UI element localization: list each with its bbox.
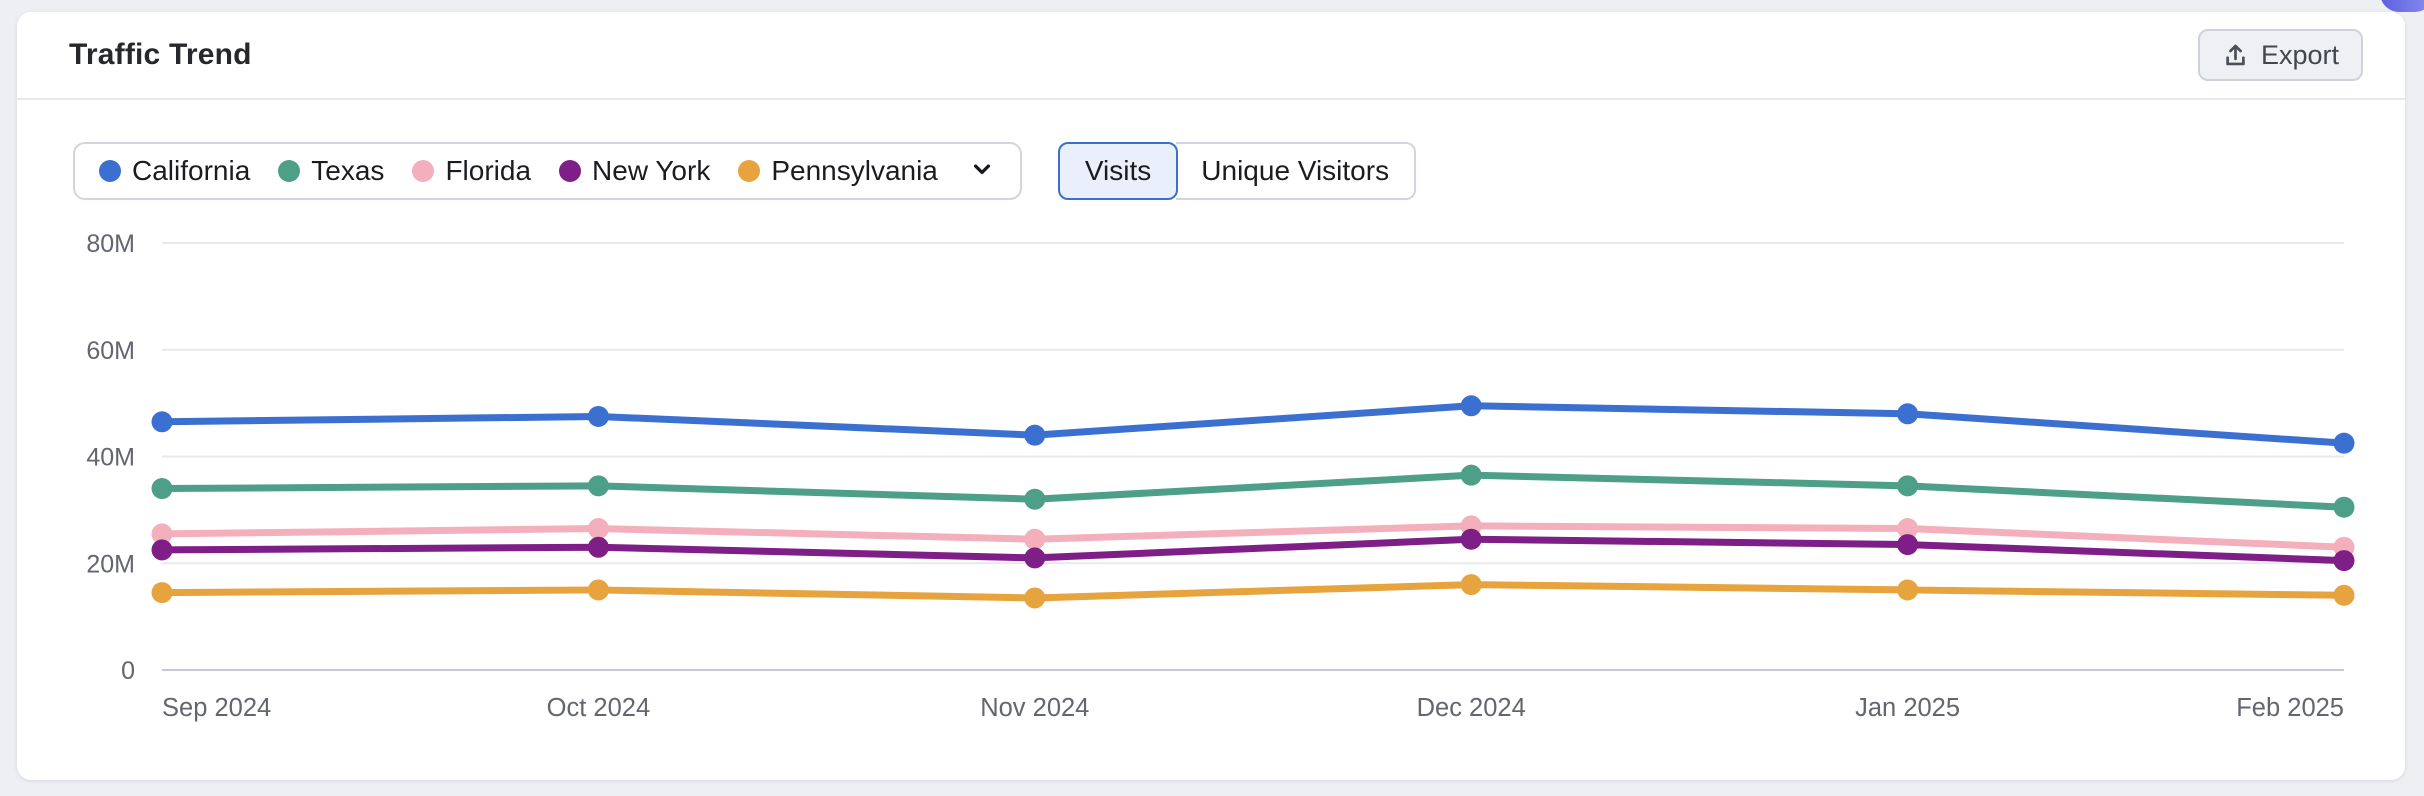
- legend-item-pennsylvania[interactable]: Pennsylvania: [738, 155, 938, 187]
- legend-expand-button[interactable]: [968, 155, 996, 188]
- data-point-california[interactable]: [2333, 432, 2355, 454]
- data-point-new-york[interactable]: [1897, 534, 1919, 556]
- legend-item-label: California: [132, 155, 251, 186]
- data-point-pennsylvania[interactable]: [587, 579, 609, 601]
- data-point-pennsylvania[interactable]: [1897, 579, 1919, 601]
- chevron-down-icon: [968, 155, 996, 188]
- data-point-florida[interactable]: [1897, 518, 1919, 540]
- y-tick-label: 80M: [86, 230, 135, 258]
- legend-item-label: New York: [592, 155, 711, 186]
- data-point-new-york[interactable]: [1024, 547, 1046, 569]
- data-point-new-york[interactable]: [2333, 550, 2355, 572]
- y-tick-label: 60M: [86, 337, 135, 365]
- data-point-california[interactable]: [151, 411, 173, 433]
- x-axis-label: Dec 2024: [1417, 694, 1526, 722]
- upload-icon: [2222, 42, 2249, 69]
- texas-dot: [278, 160, 301, 182]
- tab-visits[interactable]: Visits: [1057, 142, 1179, 200]
- x-axis-label: Sep 2024: [162, 694, 271, 722]
- series-line-pennsylvania: [158, 581, 2348, 602]
- data-point-texas[interactable]: [1460, 464, 1482, 486]
- data-point-florida[interactable]: [151, 523, 173, 545]
- legend-item-florida[interactable]: Florida: [412, 155, 531, 187]
- series-legend: California Texas Florida New York Pennsy…: [73, 142, 1022, 200]
- data-point-pennsylvania[interactable]: [1024, 587, 1046, 609]
- legend-item-label: Pennsylvania: [771, 155, 938, 186]
- data-point-florida[interactable]: [1024, 528, 1046, 550]
- card-header: Traffic Trend Export: [17, 12, 2405, 100]
- chart-controls: California Texas Florida New York Pennsy…: [73, 142, 2365, 200]
- legend-item-texas[interactable]: Texas: [278, 155, 384, 187]
- data-point-pennsylvania[interactable]: [1460, 574, 1482, 596]
- data-point-texas[interactable]: [1897, 475, 1919, 497]
- florida-dot: [412, 160, 435, 182]
- data-point-florida[interactable]: [587, 518, 609, 540]
- data-point-new-york[interactable]: [1460, 528, 1482, 550]
- x-axis-label: Nov 2024: [980, 694, 1089, 722]
- export-button[interactable]: Export: [2197, 29, 2363, 81]
- y-tick-label: 40M: [86, 444, 135, 472]
- x-axis-label: Jan 2025: [1855, 694, 1960, 722]
- traffic-trend-card: Traffic Trend Export California Texas: [17, 12, 2405, 780]
- data-point-california[interactable]: [1460, 395, 1482, 417]
- data-point-new-york[interactable]: [151, 539, 173, 561]
- series-line-new-york: [158, 535, 2348, 565]
- metric-toggle: Visits Unique Visitors: [1057, 142, 1417, 200]
- floating-widget[interactable]: [2380, 0, 2424, 12]
- series-line-california: [158, 402, 2348, 447]
- y-tick-label: 0: [121, 657, 135, 685]
- data-point-texas[interactable]: [2333, 496, 2355, 518]
- data-point-pennsylvania[interactable]: [151, 582, 173, 604]
- y-tick-label: 20M: [86, 550, 135, 578]
- data-point-texas[interactable]: [1024, 488, 1046, 510]
- x-axis-label: Oct 2024: [547, 694, 650, 722]
- california-dot: [99, 160, 121, 182]
- data-point-texas[interactable]: [587, 475, 609, 497]
- data-point-california[interactable]: [587, 405, 609, 427]
- data-point-california[interactable]: [1897, 403, 1919, 425]
- legend-item-california[interactable]: California: [99, 155, 250, 187]
- data-point-california[interactable]: [1024, 424, 1046, 446]
- data-point-pennsylvania[interactable]: [2333, 584, 2355, 606]
- x-axis-label: Feb 2025: [2236, 694, 2344, 722]
- tab-unique-visitors[interactable]: Unique Visitors: [1176, 142, 1417, 200]
- export-button-label: Export: [2260, 39, 2339, 70]
- legend-item-label: Texas: [311, 155, 385, 186]
- pennsylvania-dot: [738, 160, 761, 182]
- legend-item-new-york[interactable]: New York: [559, 155, 710, 187]
- legend-item-label: Florida: [445, 155, 532, 186]
- line-chart-svg: 80M 60M 40M 20M 0 Sep 2024 Oct 2024 Nov 2024 Dec…: [86, 230, 2355, 722]
- data-point-new-york[interactable]: [587, 536, 609, 558]
- trend-chart: 80M 60M 40M 20M 0 Sep 2024 Oct 2024 Nov 2024 Dec…: [17, 210, 2405, 766]
- data-point-texas[interactable]: [151, 478, 173, 500]
- page-title: Traffic Trend: [69, 38, 252, 71]
- series-line-florida: [158, 522, 2348, 551]
- new-york-dot: [559, 160, 582, 182]
- series-line-texas: [158, 471, 2348, 511]
